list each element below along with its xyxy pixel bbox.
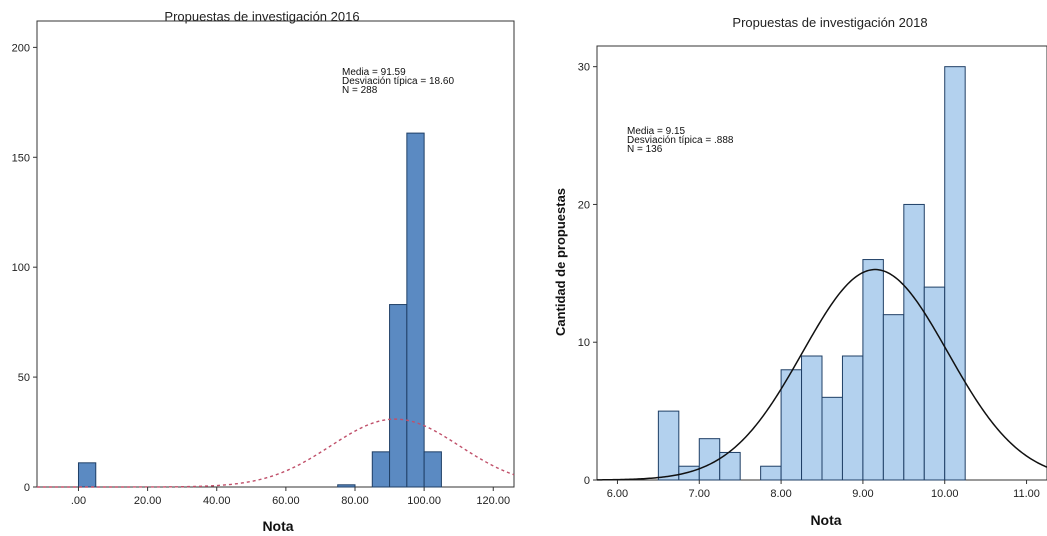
bars [657,66,966,481]
y-tick-label: 200 [12,42,30,54]
bar [389,304,408,488]
y-tick-label: 0 [24,482,30,494]
x-ticks: .00 20.00 40.00 60.00 80.00 100.00 120.00 [71,487,510,507]
y-ticks: 0 50 100 150 200 [12,42,37,494]
x-tick-label: 20.00 [134,495,162,507]
x-ticks: 6.00 7.00 8.00 9.00 10.00 11.00 [607,480,1040,500]
bar [801,355,823,481]
bar [719,451,741,481]
x-tick-label: .00 [71,495,86,507]
stat-sd: Desviación típica = 18.60 [342,76,454,87]
x-tick-label: 9.00 [852,488,873,500]
bar [77,462,97,488]
bar [423,451,442,488]
x-tick-label: 8.00 [770,488,791,500]
bar [780,369,803,481]
y-tick-label: 100 [12,262,30,274]
stat-mean: Media = 91.59 [342,67,406,78]
x-tick-label: 11.00 [1013,488,1040,500]
bar [903,203,925,481]
bar [337,484,356,488]
x-axis-label: Nota [262,518,293,534]
stat-n: N = 136 [627,144,663,155]
stat-n: N = 288 [342,85,378,96]
y-tick-label: 20 [578,199,590,211]
histogram-2016: Propuestas de investigación 2016 .00 20.0… [12,9,515,534]
y-tick-label: 150 [12,152,30,164]
stats-box: Media = 9.15 Desviación típica = .888 N … [627,126,734,155]
y-axis-label: Cantidad de propuestas [553,188,568,336]
stat-sd: Desviación típica = .888 [627,135,734,146]
bar [862,259,884,481]
x-tick-label: 7.00 [689,488,710,500]
x-tick-label: 100.00 [407,495,441,507]
bar [678,465,700,481]
x-tick-label: 10.00 [931,488,959,500]
stat-mean: Media = 9.15 [627,126,686,137]
y-tick-label: 10 [578,337,590,349]
bar [371,451,391,488]
bar [841,355,864,481]
bar [821,396,843,481]
y-tick-label: 30 [578,62,590,74]
y-tick-label: 0 [584,475,590,487]
histogram-2018: Propuestas de investigación 2018 6.00 7.0… [553,15,1047,528]
bar [406,132,425,488]
x-tick-label: 120.00 [476,495,510,507]
x-tick-label: 40.00 [203,495,231,507]
stats-box: Media = 91.59 Desviación típica = 18.60 … [342,67,454,96]
x-tick-label: 6.00 [607,488,628,500]
x-tick-label: 80.00 [341,495,369,507]
bar [698,438,721,481]
y-ticks: 0 10 20 30 [578,62,597,487]
plot-area [36,20,515,488]
normal-curve [596,268,1047,481]
bar [944,66,966,481]
bar [882,314,905,481]
bars [77,132,442,488]
bar [760,465,782,481]
x-tick-label: 60.00 [272,495,300,507]
y-tick-label: 50 [18,372,30,384]
bar [657,410,680,481]
chart-title: Propuestas de investigación 2016 [164,9,359,24]
x-axis-label: Nota [810,512,841,528]
chart-title: Propuestas de investigación 2018 [732,15,927,30]
normal-curve [37,418,515,488]
